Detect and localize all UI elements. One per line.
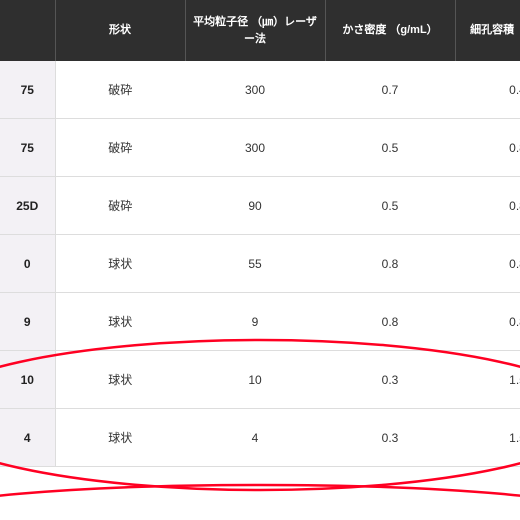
cell-pore: 0.4 bbox=[455, 61, 520, 119]
cell-density: 0.5 bbox=[325, 119, 455, 177]
header-row: 形状 平均粒子径 （㎛）レーザー法 かさ密度 （g/mL） 細孔容積 （mL/g… bbox=[0, 0, 520, 61]
cell-id: 0 bbox=[0, 235, 55, 293]
cell-id: 75 bbox=[0, 61, 55, 119]
cell-id: 9 bbox=[0, 293, 55, 351]
cell-pore: 1.5 bbox=[455, 351, 520, 409]
cell-pore: 0.8 bbox=[455, 119, 520, 177]
cell-size: 300 bbox=[185, 119, 325, 177]
cell-id: 4 bbox=[0, 409, 55, 467]
cell-density: 0.3 bbox=[325, 409, 455, 467]
cell-size: 55 bbox=[185, 235, 325, 293]
cell-size: 90 bbox=[185, 177, 325, 235]
cell-shape: 球状 bbox=[55, 293, 185, 351]
cell-shape: 破砕 bbox=[55, 177, 185, 235]
cell-shape: 破砕 bbox=[55, 61, 185, 119]
cell-pore: 1.5 bbox=[455, 409, 520, 467]
header-shape: 形状 bbox=[55, 0, 185, 61]
cell-size: 4 bbox=[185, 409, 325, 467]
table-row: 25D破砕900.50.8 bbox=[0, 177, 520, 235]
table-row: 4球状40.31.5 bbox=[0, 409, 520, 467]
cell-density: 0.8 bbox=[325, 235, 455, 293]
cell-shape: 球状 bbox=[55, 409, 185, 467]
header-id bbox=[0, 0, 55, 61]
table-row: 10球状100.31.5 bbox=[0, 351, 520, 409]
cell-pore: 0.8 bbox=[455, 177, 520, 235]
header-size: 平均粒子径 （㎛）レーザー法 bbox=[185, 0, 325, 61]
cell-density: 0.8 bbox=[325, 293, 455, 351]
header-density: かさ密度 （g/mL） bbox=[325, 0, 455, 61]
cell-size: 10 bbox=[185, 351, 325, 409]
cell-density: 0.3 bbox=[325, 351, 455, 409]
table-row: 75破砕3000.70.4 bbox=[0, 61, 520, 119]
cell-size: 300 bbox=[185, 61, 325, 119]
cell-id: 25D bbox=[0, 177, 55, 235]
cell-size: 9 bbox=[185, 293, 325, 351]
cell-shape: 球状 bbox=[55, 235, 185, 293]
cell-density: 0.5 bbox=[325, 177, 455, 235]
header-pore: 細孔容積 （mL/g） bbox=[455, 0, 520, 61]
cell-id: 10 bbox=[0, 351, 55, 409]
table-row: 75破砕3000.50.8 bbox=[0, 119, 520, 177]
cell-pore: 0.8 bbox=[455, 235, 520, 293]
cell-shape: 球状 bbox=[55, 351, 185, 409]
spec-table: 形状 平均粒子径 （㎛）レーザー法 かさ密度 （g/mL） 細孔容積 （mL/g… bbox=[0, 0, 520, 467]
cell-pore: 0.8 bbox=[455, 293, 520, 351]
cell-density: 0.7 bbox=[325, 61, 455, 119]
table-row: 9球状90.80.8 bbox=[0, 293, 520, 351]
cell-id: 75 bbox=[0, 119, 55, 177]
table-row: 0球状550.80.8 bbox=[0, 235, 520, 293]
cell-shape: 破砕 bbox=[55, 119, 185, 177]
table-body: 75破砕3000.70.475破砕3000.50.825D破砕900.50.80… bbox=[0, 61, 520, 467]
data-table-container: 形状 平均粒子径 （㎛）レーザー法 かさ密度 （g/mL） 細孔容積 （mL/g… bbox=[0, 0, 520, 467]
